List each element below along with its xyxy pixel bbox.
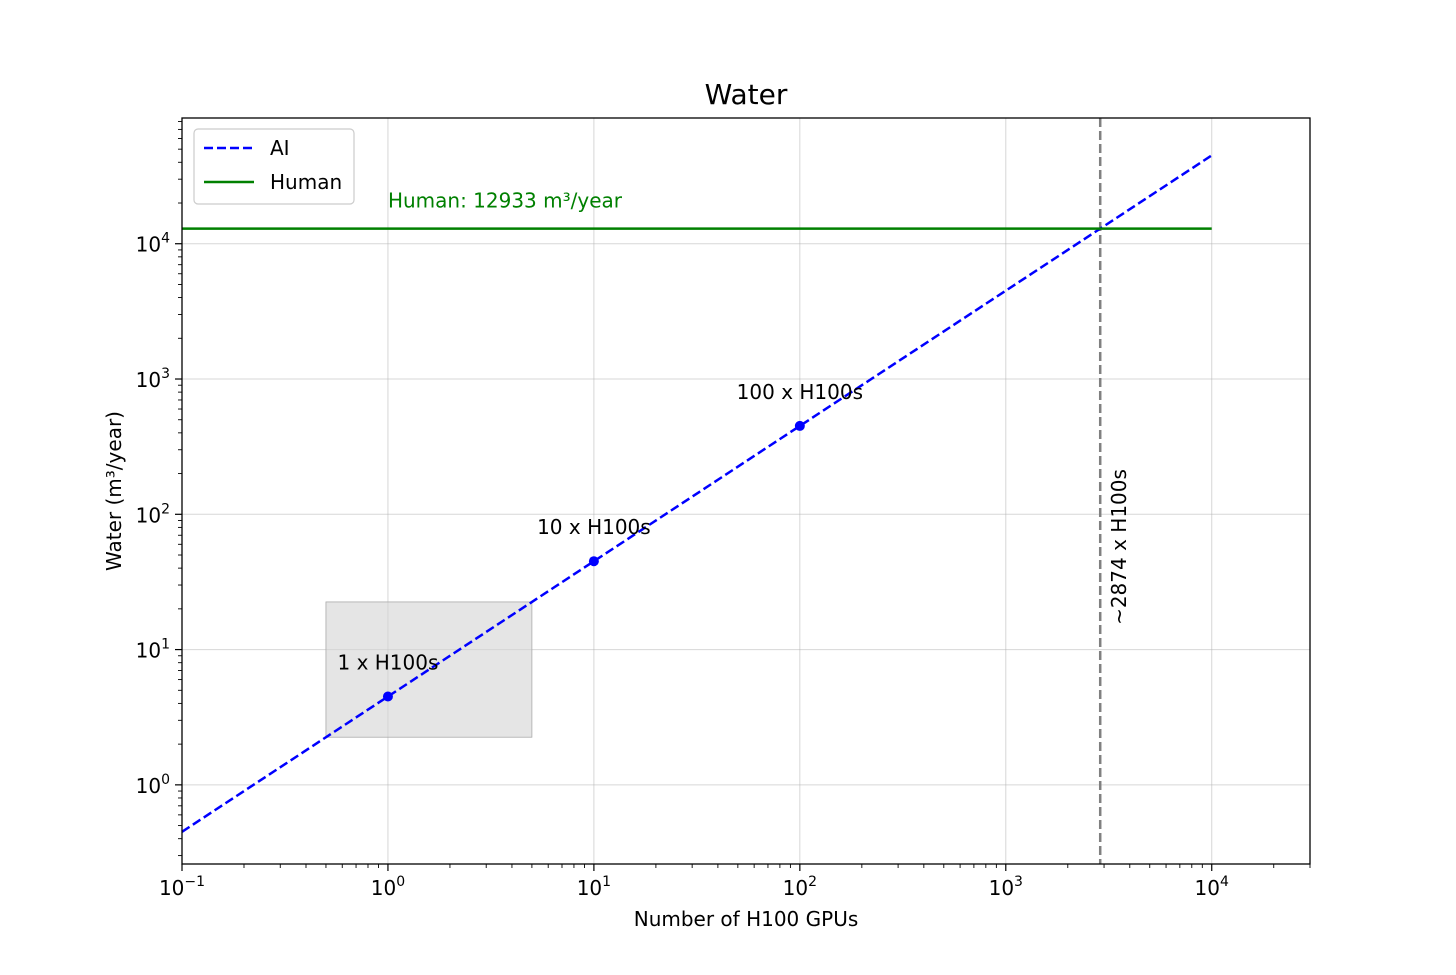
y-tick-label: 100 <box>136 772 170 798</box>
x-tick-label: 100 <box>371 874 405 900</box>
y-tick-label: 103 <box>136 366 170 392</box>
series-line-ai <box>181 154 1213 833</box>
data-labels: 1 x H100s 10 x H100s 100 x H100s Human: 129… <box>337 189 1131 675</box>
y-axis-label: Water (m³/year) <box>102 411 126 571</box>
legend-label-human: Human <box>270 170 342 194</box>
chart-title: Water <box>705 78 788 111</box>
x-axis-label: Number of H100 GPUs <box>634 907 859 931</box>
y-tick-label: 104 <box>136 231 170 257</box>
legend: AI Human <box>193 128 355 205</box>
series-lines <box>181 118 1213 864</box>
data-points <box>382 420 805 702</box>
threshold-label: ~2874 x H100s <box>1107 469 1131 625</box>
x-tick-label: 101 <box>577 874 611 900</box>
grid-lines <box>182 118 1310 864</box>
y-tick-label: 101 <box>136 637 170 663</box>
legend-label-ai: AI <box>270 136 290 160</box>
x-tick-label: 104 <box>1195 874 1229 900</box>
x-tick-label: 103 <box>989 874 1023 900</box>
y-tick-label: 102 <box>136 501 170 527</box>
data-point <box>382 691 393 702</box>
x-tick-label: 102 <box>783 874 817 900</box>
data-point-label: 10 x H100s <box>537 515 651 539</box>
human-annotation: Human: 12933 m³/year <box>388 189 623 213</box>
data-point-label: 1 x H100s <box>337 650 438 674</box>
x-tick-label: 10−1 <box>159 874 205 900</box>
data-point <box>588 556 599 567</box>
plot-frame <box>181 117 1311 865</box>
axis-ticks: 10−1 100 101 102 103 104 100 101 102 103 104 <box>136 121 1311 900</box>
data-point <box>794 420 805 431</box>
data-point-label: 100 x H100s <box>737 380 863 404</box>
